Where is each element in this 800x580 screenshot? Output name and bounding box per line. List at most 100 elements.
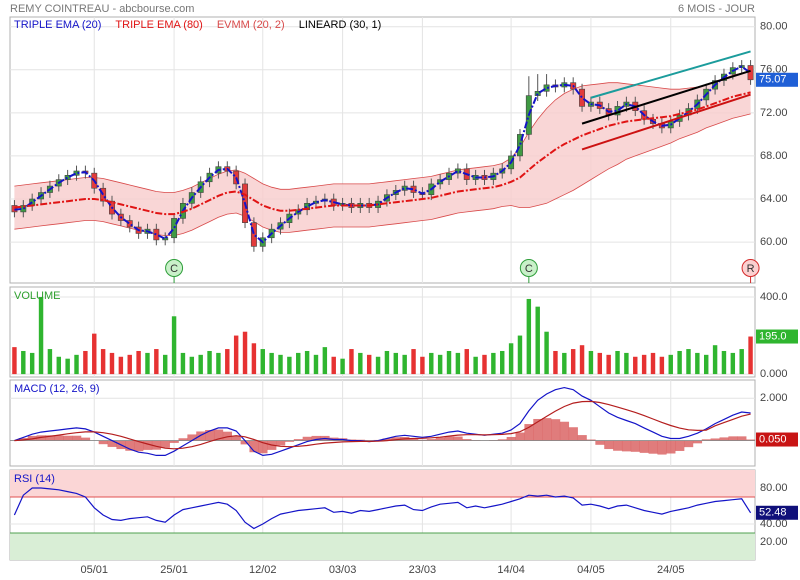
candle-body: [747, 65, 754, 81]
volume-bar: [287, 356, 292, 375]
signal-label: R: [747, 263, 755, 275]
volume-panel: [9, 286, 756, 378]
y-tick-label: 80.00: [760, 482, 788, 494]
last-value-label: 195.0: [759, 330, 787, 342]
volume-bar: [473, 356, 478, 375]
volume-bar: [482, 354, 487, 375]
band-fill: [14, 70, 751, 236]
volume-bar: [491, 352, 496, 375]
volume-bar: [304, 350, 310, 375]
volume-bar: [21, 350, 26, 375]
indicator-line: [14, 386, 751, 457]
volume-bar: [189, 356, 195, 375]
volume-bar: [508, 343, 514, 375]
volume-bar: [65, 358, 70, 375]
histogram-bar: [293, 439, 303, 441]
histogram-bar: [435, 437, 445, 441]
last-value-tag: [756, 72, 798, 87]
y-tick-label: 80.00: [760, 21, 788, 33]
x-tick-label: 03/03: [329, 564, 357, 576]
y-tick-label: 40.00: [760, 518, 788, 530]
histogram-bar: [462, 439, 472, 441]
volume-bar: [322, 347, 328, 375]
volume-bar: [180, 352, 186, 375]
signal-marker: [519, 259, 538, 277]
volume-bar: [225, 349, 230, 375]
histogram-bar: [284, 440, 295, 442]
period: 6 MOIS - JOUR: [678, 3, 755, 15]
y-tick-label: 76.00: [760, 64, 788, 76]
volume-bar: [171, 316, 177, 375]
volume-bar: [92, 333, 97, 375]
histogram-bar: [249, 440, 259, 453]
volume-bar: [588, 350, 594, 375]
histogram-bar: [417, 439, 428, 441]
volume-bar: [127, 354, 132, 375]
volume-bar: [570, 349, 576, 375]
volume-bar: [411, 349, 416, 375]
histogram-bar: [595, 440, 605, 445]
histogram-bar: [231, 435, 241, 441]
histogram-bar: [515, 432, 525, 441]
panel-title: RSI (14): [14, 473, 55, 485]
candle-body: [64, 175, 71, 180]
volume-bar: [544, 331, 549, 375]
trend-line: [590, 50, 751, 99]
volume-bar: [686, 349, 691, 375]
panel-title: VOLUME: [14, 290, 60, 302]
volume-bar: [730, 352, 736, 375]
histogram-bar: [639, 440, 649, 453]
histogram-bar: [533, 418, 543, 441]
x-tick-label: 05/01: [80, 564, 108, 576]
volume-bar: [269, 352, 274, 375]
volume-bar: [74, 354, 79, 375]
volume-bar: [712, 345, 718, 375]
x-tick-label: 04/05: [577, 564, 605, 576]
volume-bar: [233, 335, 239, 375]
volume-bar: [358, 352, 363, 375]
histogram-bar: [258, 440, 268, 454]
histogram-bar: [746, 439, 756, 441]
indicator-line: [13, 487, 752, 530]
histogram-bar: [160, 440, 170, 448]
volume-bar: [464, 349, 469, 375]
volume-bar: [455, 352, 461, 375]
volume-bar: [437, 354, 443, 375]
volume-bar: [695, 352, 700, 375]
volume-bar: [56, 356, 61, 375]
volume-bar: [242, 331, 248, 375]
page-title: REMY COINTREAU - abcbourse.com: [10, 3, 194, 15]
oversold-zone: [10, 533, 755, 560]
histogram-bar: [27, 435, 37, 441]
histogram-bar: [302, 436, 312, 441]
volume-bar: [375, 356, 381, 375]
volume-bar: [659, 356, 665, 375]
volume-bar: [402, 354, 407, 375]
y-tick-label: 68.00: [760, 150, 788, 162]
volume-bar: [597, 352, 603, 375]
volume-bar: [216, 352, 221, 375]
volume-bar: [278, 354, 283, 375]
histogram-bar: [666, 440, 676, 454]
legend-entry: EVMM (20, 2): [217, 19, 285, 31]
volume-bar: [535, 306, 540, 375]
volume-bar: [579, 345, 585, 375]
volume-bar: [100, 349, 106, 375]
histogram-bar: [657, 440, 667, 455]
histogram-bar: [382, 438, 392, 441]
band-upper: [14, 70, 751, 193]
histogram-bar: [240, 440, 250, 445]
volume-bar: [739, 349, 744, 375]
histogram-bar: [728, 436, 738, 441]
volume-bar: [624, 352, 629, 375]
candle-body: [304, 203, 311, 211]
histogram-bar: [63, 435, 73, 441]
last-value-label: 0.050: [759, 433, 787, 445]
histogram-bar: [568, 427, 578, 441]
volume-bar: [331, 356, 336, 375]
candle-body: [579, 88, 586, 107]
panel-title: MACD (12, 26, 9): [14, 383, 100, 395]
histogram-bar: [604, 440, 614, 450]
volume-bar: [162, 354, 168, 375]
